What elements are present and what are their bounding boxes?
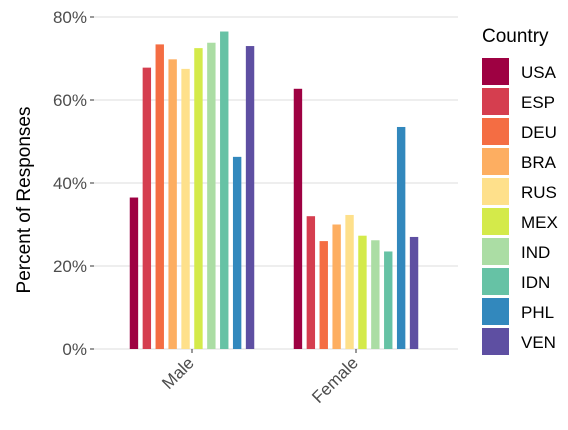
bar-mex-female — [358, 235, 367, 349]
bar-bra-female — [332, 224, 341, 349]
x-tick-label: Female — [308, 353, 362, 407]
legend: Country USA ESP DEU BRA RUS MEX IND IDN PHL VEN — [482, 26, 558, 355]
y-tick-label: 80% — [53, 8, 87, 27]
bar-phl-female — [396, 126, 406, 349]
bar-deu-female — [319, 241, 328, 349]
legend-items: USA ESP DEU BRA RUS MEX IND IDN PHL VEN — [482, 58, 558, 355]
legend-label-rus: RUS — [521, 183, 557, 202]
y-tick-label: 40% — [53, 174, 87, 193]
legend-label-usa: USA — [521, 63, 557, 82]
bar-mex-male — [194, 48, 203, 350]
bar-usa-female — [293, 88, 303, 349]
legend-label-bra: BRA — [521, 153, 557, 172]
y-axis-ticks: 0% 20% 40% 60% 80% — [53, 8, 94, 359]
legend-key-usa — [482, 58, 509, 85]
bar-esp-female — [306, 216, 316, 349]
bar-bra-male — [168, 59, 177, 349]
legend-label-ven: VEN — [521, 333, 556, 352]
legend-label-idn: IDN — [521, 273, 550, 292]
bar-ind-female — [371, 240, 380, 349]
legend-label-ind: IND — [521, 243, 550, 262]
bars — [129, 31, 419, 350]
legend-key-idn — [482, 268, 509, 295]
bar-deu-male — [155, 44, 164, 349]
legend-key-rus — [482, 178, 509, 205]
y-tick-label: 60% — [53, 91, 87, 110]
bar-rus-male — [181, 68, 190, 350]
y-tick-label: 20% — [53, 257, 87, 276]
y-axis-title: Percent of Responses — [14, 107, 35, 294]
legend-key-phl — [482, 298, 509, 325]
bar-usa-male — [129, 197, 139, 349]
legend-key-ven — [482, 328, 509, 355]
bar-idn-male — [220, 31, 229, 350]
legend-key-ind — [482, 238, 509, 265]
legend-key-mex — [482, 208, 509, 235]
legend-key-deu — [482, 118, 509, 145]
x-axis-ticks: Male Female — [158, 349, 362, 407]
legend-title: Country — [482, 26, 549, 47]
legend-label-phl: PHL — [521, 303, 554, 322]
bar-phl-male — [232, 156, 242, 349]
bar-idn-female — [384, 251, 393, 349]
legend-label-esp: ESP — [521, 93, 555, 112]
bar-ind-male — [207, 42, 216, 349]
bar-ven-female — [409, 236, 419, 349]
legend-label-mex: MEX — [521, 213, 558, 232]
legend-key-bra — [482, 148, 509, 175]
legend-key-esp — [482, 88, 509, 115]
y-tick-label: 0% — [62, 340, 87, 359]
bar-rus-female — [345, 214, 354, 349]
bar-ven-male — [245, 46, 255, 350]
legend-label-deu: DEU — [521, 123, 557, 142]
x-tick-label: Male — [158, 353, 197, 392]
bar-esp-male — [142, 67, 152, 349]
